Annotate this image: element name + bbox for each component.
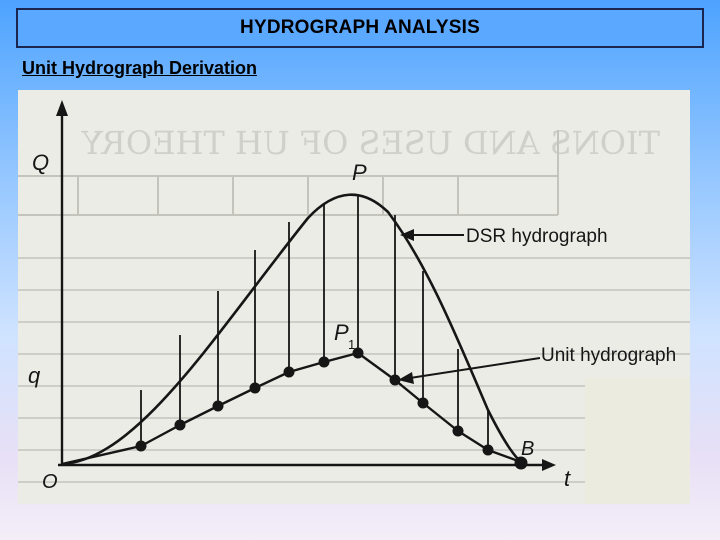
unit-hydrograph-points [135,347,528,470]
unit-point [249,382,261,394]
ghost-heading: TIONS AND USES OF UH THEORY [81,124,660,162]
slide-subtitle: Unit Hydrograph Derivation [22,58,258,78]
unit-peak-subscript: 1 [348,337,355,352]
unit-point [482,444,494,456]
unit-label: Unit hydrograph [541,345,676,366]
unit-point [452,425,464,437]
diagram-labels: Q q O t P P 1 B DSR hydrograph Unit hydr… [28,150,676,493]
slide-title-box: HYDROGRAPH ANALYSIS [16,8,704,48]
y-axis-label: Q [32,150,49,175]
unit-point [283,366,295,378]
x-axis-arrow [542,459,556,471]
origin-label: O [42,471,58,493]
unit-point [352,347,364,359]
unit-peak-label: P [334,320,349,345]
y-axis-arrow [56,100,68,116]
hydrograph-diagram: TIONS AND USES OF UH THEORY [18,90,690,504]
show-through: TIONS AND USES OF UH THEORY [81,124,660,162]
unit-point [389,374,401,386]
unit-point [135,440,147,452]
ordinates [140,196,489,450]
paper-patch [585,378,690,504]
unit-point [174,419,186,431]
end-point-b [514,456,528,470]
dsr-leader-arrow [400,229,414,241]
leader-arrows [398,229,541,384]
x-axis-label: t [564,466,571,491]
unit-point [212,400,224,412]
end-label: B [521,438,534,460]
unit-leader-arrow [398,372,414,384]
peak-label: P [352,160,367,185]
unit-leader-line [409,357,541,379]
dsr-hydrograph-curve [61,193,522,466]
slide-title: HYDROGRAPH ANALYSIS [240,17,480,38]
unit-point [318,356,330,368]
q-label: q [28,363,41,388]
dsr-label: DSR hydrograph [466,226,608,247]
unit-point [417,397,429,409]
show-through-table [18,130,690,483]
axes [56,100,556,471]
